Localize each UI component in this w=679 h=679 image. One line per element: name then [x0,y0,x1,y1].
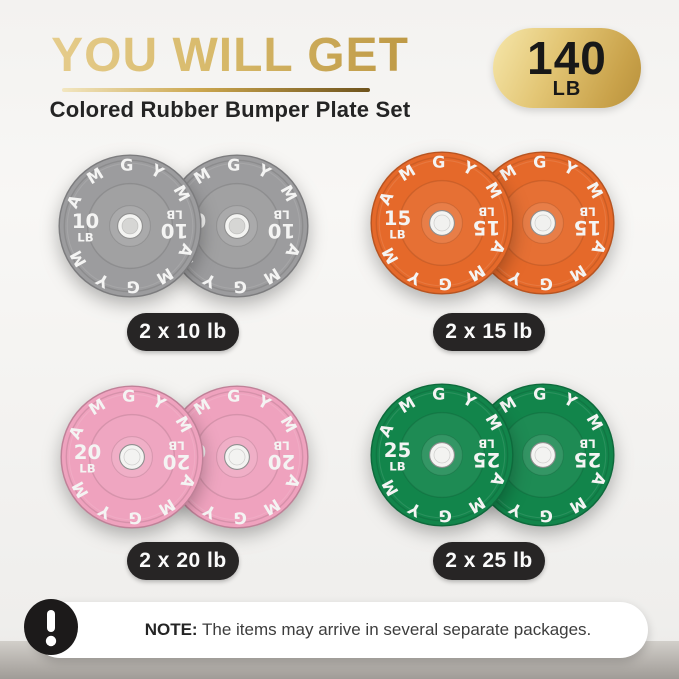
svg-text:20: 20 [74,441,101,464]
svg-text:10: 10 [72,210,99,233]
bumper-plate-10lb-right: A M G Y M A M G Y M 10 LB 10 LB [164,153,310,299]
svg-text:LB: LB [273,208,289,222]
bumper-plate-20lb-left: A M G Y M A M G Y M 20 LB 20 LB [59,384,205,530]
note-label: NOTE: [144,620,198,639]
note-body: The items may arrive in several separate… [202,620,592,639]
total-weight-badge: 140 LB [493,28,641,108]
svg-text:10: 10 [268,219,295,242]
svg-text:25: 25 [473,448,500,471]
badge-weight-value: 140 [527,31,607,84]
svg-text:20: 20 [268,450,295,473]
note-bar: NOTE: The items may arrive in several se… [32,602,648,658]
page-subtitle: Colored Rubber Bumper Plate Set [49,97,411,122]
svg-text:LB: LB [389,227,405,241]
page-title: YOU WILL GET [44,28,416,83]
pair-label-25lb: 2 x 25 lb [433,542,545,580]
bumper-plate-15lb-right: A M G Y M A M G Y M 15 LB 15 LB [470,150,616,296]
bumper-plate-25lb-right: A M G Y M A M G Y M 25 LB 25 LB [470,382,616,528]
badge-weight-unit: LB [552,78,582,101]
svg-text:20: 20 [163,450,190,473]
svg-text:LB: LB [478,437,494,451]
note-text: NOTE: The items may arrive in several se… [89,620,592,640]
exclamation-icon [24,599,78,655]
pair-label-15lb: 2 x 15 lb [433,313,545,351]
svg-text:LB: LB [579,437,595,451]
svg-text:15: 15 [384,207,411,230]
svg-text:LB: LB [478,205,494,219]
svg-text:LB: LB [77,230,93,244]
bumper-plate-10lb-left: A M G Y M A M G Y M 10 LB 10 LB [57,153,203,299]
bumper-plate-15lb-left: A M G Y M A M G Y M 15 LB 15 LB [369,150,515,296]
svg-text:LB: LB [79,461,95,475]
svg-text:25: 25 [574,448,601,471]
svg-text:25: 25 [384,439,411,462]
svg-text:LB: LB [273,439,289,453]
svg-text:15: 15 [473,216,500,239]
svg-text:LB: LB [166,208,182,222]
svg-text:LB: LB [168,439,184,453]
title-underline [62,88,370,92]
svg-text:15: 15 [574,216,601,239]
svg-text:10: 10 [161,219,188,242]
pair-label-20lb: 2 x 20 lb [127,542,239,580]
svg-text:LB: LB [389,459,405,473]
bumper-plate-25lb-left: A M G Y M A M G Y M 25 LB 25 LB [369,382,515,528]
pair-label-10lb: 2 x 10 lb [127,313,239,351]
svg-text:LB: LB [579,205,595,219]
